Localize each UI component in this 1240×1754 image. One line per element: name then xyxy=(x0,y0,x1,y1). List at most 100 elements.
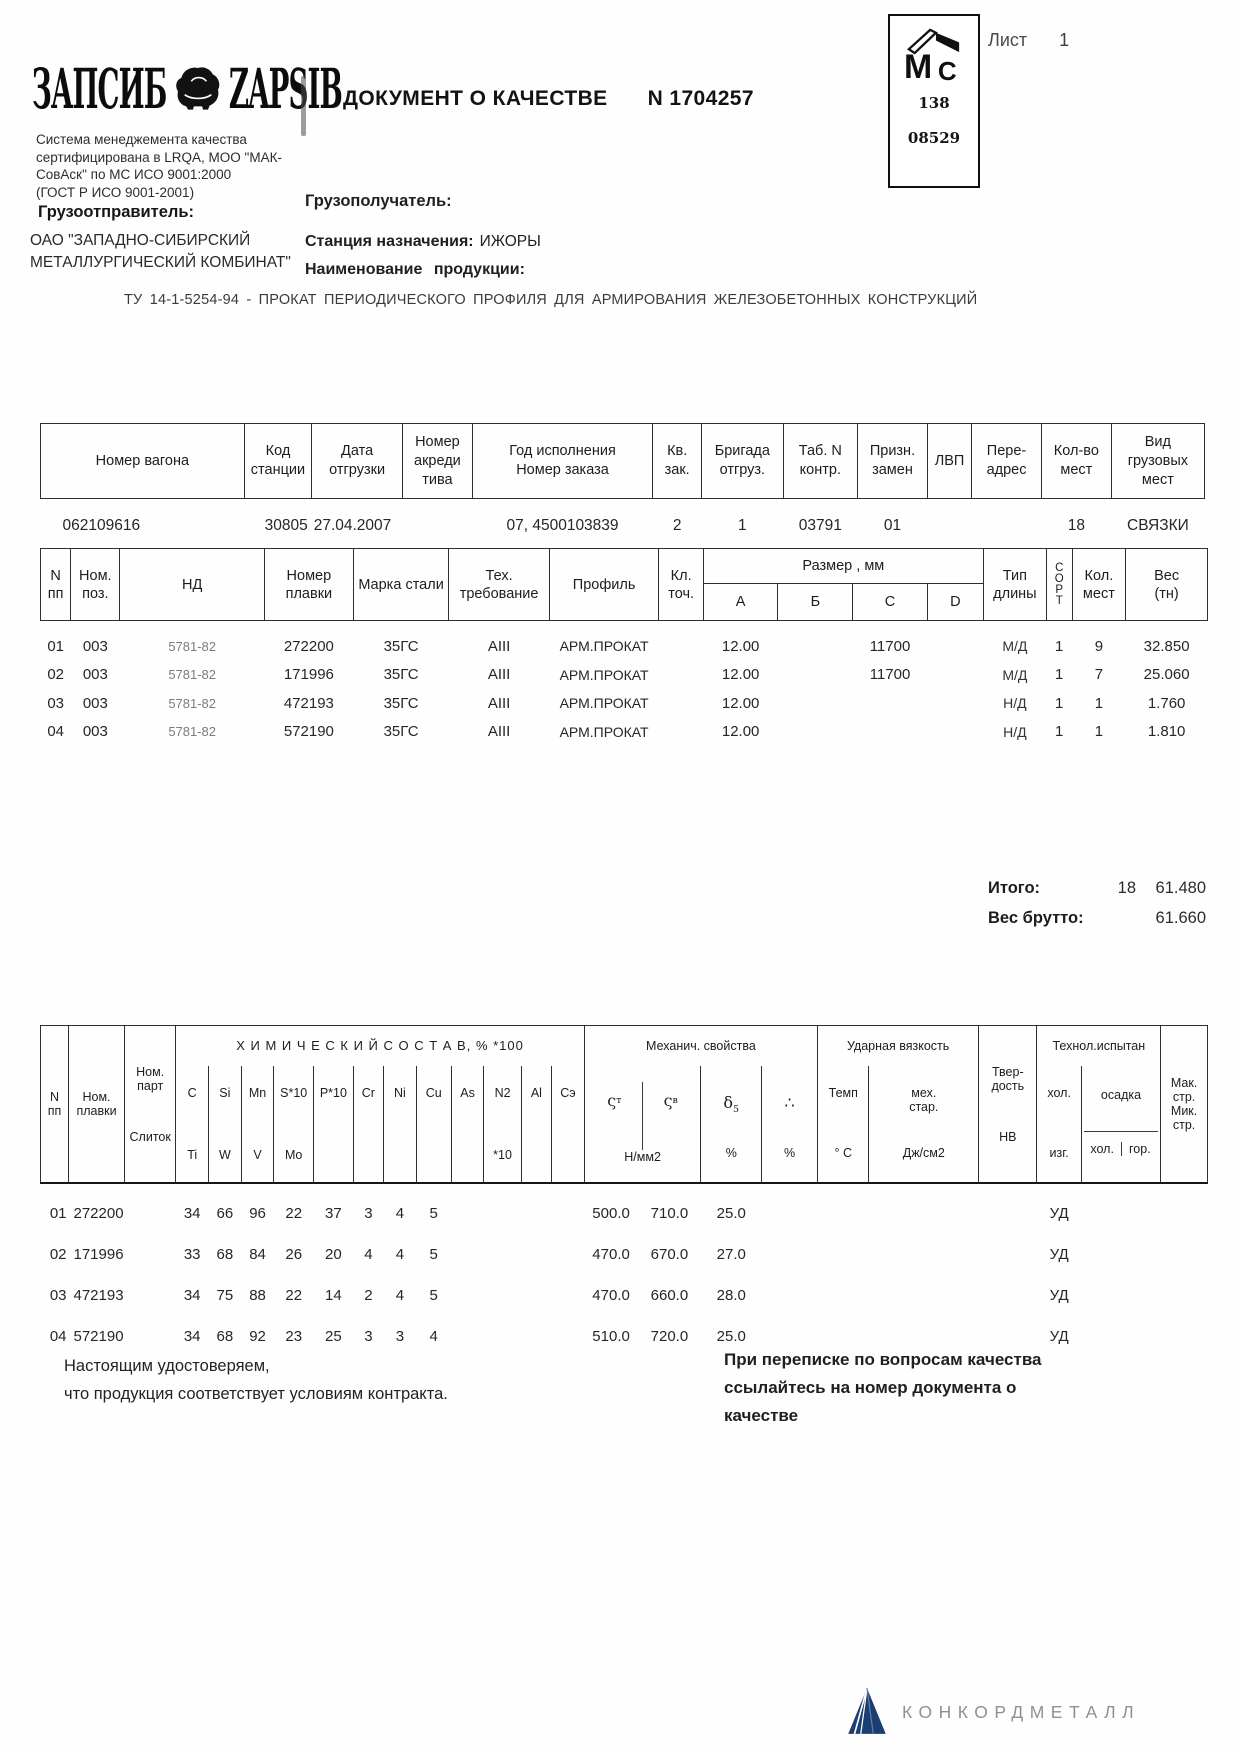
table-cell xyxy=(1161,1316,1208,1357)
table-cell: 07, 4500103839 xyxy=(506,517,619,534)
table-cell: 35ГС xyxy=(383,723,419,741)
table-cell: 30805 xyxy=(264,517,308,534)
shipper-label: Грузоотправитель: xyxy=(38,203,195,221)
chem-group-header-row: N пп Ном. плавки Ном. парт Слиток Х И М … xyxy=(40,1025,1208,1184)
table-cell: 3 xyxy=(395,1328,405,1345)
table-cell: 20 xyxy=(325,1246,342,1263)
table-cell: АIII xyxy=(487,723,511,741)
table-cell: 660.0 xyxy=(650,1287,689,1304)
table-cell xyxy=(451,1316,484,1357)
osadka-header: осадка хол. гор. xyxy=(1080,1066,1162,1184)
table-cell: 5781-82 xyxy=(168,724,217,740)
column-header: Сэ xyxy=(551,1066,585,1184)
tech-group-header: Технол.испытан xyxy=(1036,1025,1162,1066)
table-cell xyxy=(762,1275,818,1316)
mc-logo-icon: М С xyxy=(903,26,965,89)
table-cell xyxy=(1081,1183,1123,1234)
table-cell xyxy=(1161,1275,1208,1316)
column-header: Код станции xyxy=(243,423,313,499)
table-cell xyxy=(451,1234,484,1275)
table-cell: 572190 xyxy=(283,723,334,741)
column-header: Ном. парт Слиток xyxy=(124,1025,177,1184)
table-cell: 710.0 xyxy=(650,1205,689,1222)
table-cell: 003 xyxy=(82,666,108,684)
table-cell xyxy=(927,621,983,661)
table-cell: 1 xyxy=(1055,694,1064,712)
gross-label: Вес брутто: xyxy=(988,909,1084,927)
table-cell: 1 xyxy=(1094,694,1104,712)
table-cell xyxy=(1161,1234,1208,1275)
column-header: N пп xyxy=(40,1025,69,1184)
certification-text: Система менеджемента качества сертифицир… xyxy=(36,132,282,200)
table-cell: 27.04.2007 xyxy=(313,517,392,534)
table-cell: 03 xyxy=(49,1287,67,1304)
table-cell: АIII xyxy=(487,666,511,684)
table-cell: 470.0 xyxy=(592,1287,630,1304)
column-header: As xyxy=(450,1066,485,1184)
heat-row: 01 003 5781-82 272200 35ГС АIII АРМ.ПРОКАТ 12.0… xyxy=(41,621,1208,661)
table-cell xyxy=(521,1234,551,1275)
table-cell xyxy=(521,1183,551,1234)
table-cell: 92 xyxy=(249,1328,266,1345)
table-cell: 670.0 xyxy=(650,1246,689,1263)
table-cell: 25.0 xyxy=(716,1328,746,1345)
table-cell xyxy=(552,1183,585,1234)
totals-label: Итого: xyxy=(988,879,1041,897)
column-header: Кл. точ. xyxy=(658,548,704,621)
wagon-table: Номер вагона Код станции Дата отгрузки Н… xyxy=(40,423,1206,539)
table-cell xyxy=(778,621,853,661)
column-header: Тех. требование xyxy=(448,548,550,621)
column-header: Пере- адрес xyxy=(971,423,1042,499)
table-cell: 12.00 xyxy=(721,666,760,684)
table-cell xyxy=(125,1183,176,1234)
chem-row: 01 272200 34 66 96 22 37 3 4 5 500.0 710.0 25.0 УД xyxy=(41,1183,1208,1234)
table-cell: 14 xyxy=(325,1287,342,1304)
destination-label: Станция назначения: xyxy=(305,233,474,250)
table-cell: 1 xyxy=(738,517,747,534)
table-cell: УД xyxy=(1049,1246,1069,1263)
table-cell: 12.00 xyxy=(721,637,760,655)
column-header: Cu xyxy=(415,1066,452,1184)
totals-block: Итого: 18 61.480 Вес брутто: 61.660 xyxy=(988,873,1206,933)
destination-value: ИЖОРЫ xyxy=(479,233,541,250)
sheet-label: Лист xyxy=(988,30,1028,50)
table-cell xyxy=(869,1234,979,1275)
table-cell: 720.0 xyxy=(650,1328,689,1345)
column-header: С О Р Т xyxy=(1045,548,1073,621)
table-cell xyxy=(979,1183,1037,1234)
table-cell: АРМ.ПРОКАТ xyxy=(559,638,649,655)
mech-group-header: Механич. свойства xyxy=(583,1025,819,1066)
table-cell: 03 xyxy=(47,694,64,712)
correspondence-text: При переписке по вопросам качества ссыла… xyxy=(724,1350,1042,1425)
table-cell: АРМ.ПРОКАТ xyxy=(559,695,649,712)
table-cell xyxy=(484,1316,521,1357)
table-cell: 1 xyxy=(1055,666,1064,684)
table-cell xyxy=(125,1234,176,1275)
table-cell: 01 xyxy=(49,1205,67,1222)
certify-text: Настоящим удостоверяем, что продукция со… xyxy=(64,1357,448,1403)
table-cell: 35ГС xyxy=(383,666,419,684)
column-header: D xyxy=(926,583,984,621)
document-title: ДОКУМЕНТ О КАЧЕСТВЕ N 1704257 xyxy=(343,87,754,111)
table-cell: 34 xyxy=(183,1328,201,1345)
hardness-label: Твер- дость xyxy=(991,1064,1025,1093)
sheet-indicator: Лист 1 xyxy=(988,30,1069,51)
heat-row: 04 003 5781-82 572190 35ГС АIII АРМ.ПРОКАТ 12.0… xyxy=(41,718,1208,747)
chem-row: 03 472193 34 75 88 22 14 2 4 5 470.0 660.0 28.0 УД xyxy=(41,1275,1208,1316)
column-header: Si W xyxy=(208,1066,242,1184)
table-cell: 5 xyxy=(429,1205,438,1222)
table-cell xyxy=(552,1234,585,1275)
column-header: А xyxy=(702,583,779,621)
table-cell xyxy=(552,1316,585,1357)
column-header: Вес (тн) xyxy=(1125,548,1208,621)
table-cell: 68 xyxy=(216,1246,234,1263)
table-cell xyxy=(451,1183,484,1234)
svg-text:С: С xyxy=(938,56,957,84)
table-cell: 5781-82 xyxy=(168,667,217,683)
table-cell: 75 xyxy=(216,1287,234,1304)
stamp-number-bottom: 08529 xyxy=(907,129,961,147)
table-cell: 003 xyxy=(82,637,108,655)
table-cell xyxy=(853,689,928,718)
